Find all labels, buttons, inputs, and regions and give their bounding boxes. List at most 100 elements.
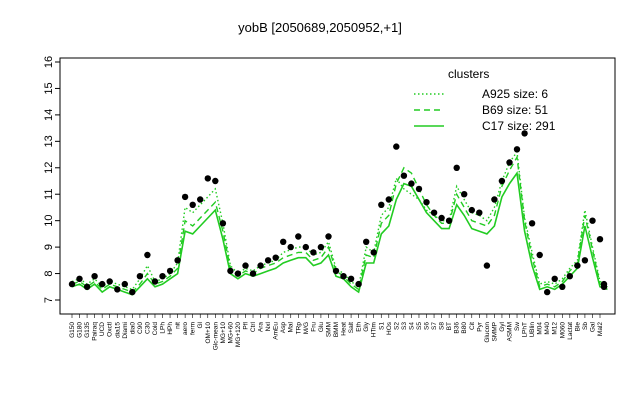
data-point: [378, 201, 385, 208]
x-tick-label: LPh: [160, 322, 167, 334]
x-tick-label: S4: [408, 322, 415, 330]
data-point: [551, 275, 558, 282]
x-tick-label: Lactat: [567, 322, 574, 340]
data-point: [528, 220, 536, 227]
data-point: [393, 143, 400, 150]
y-tick-label: 12: [43, 162, 55, 174]
x-tick-label: ASMM: [506, 322, 513, 342]
y-tick-label: 9: [43, 244, 55, 250]
data-point: [340, 273, 347, 280]
data-point: [566, 273, 573, 280]
data-point: [325, 233, 332, 240]
data-point: [498, 177, 506, 185]
x-axis: G150 G180 G135 Pairaq UCD Oxctl dia15 Diami dia0…: [69, 314, 604, 350]
x-tick-label: G135: [84, 322, 91, 338]
data-point: [76, 275, 83, 282]
data-point: [287, 243, 294, 251]
data-point: [453, 164, 460, 171]
x-tick-label: Glu: [318, 322, 325, 333]
data-point: [197, 196, 204, 203]
data-point: [332, 267, 340, 275]
x-tick-label: Heat: [341, 322, 348, 336]
data-point: [347, 275, 355, 282]
data-point: [272, 254, 279, 261]
data-point: [468, 206, 475, 214]
y-tick-label: 13: [43, 135, 55, 147]
data-point: [363, 238, 370, 245]
x-tick-label: dia0: [129, 322, 136, 335]
data-point: [264, 257, 272, 264]
x-tick-label: C90: [137, 322, 144, 334]
series-line-solid: [71, 170, 608, 296]
legend-label: A925 size: 6: [482, 87, 548, 101]
data-point: [83, 283, 91, 290]
data-point: [317, 243, 325, 251]
x-tick-label: Gly: [363, 321, 370, 332]
data-point: [106, 278, 113, 285]
data-point: [174, 257, 181, 264]
y-tick-label: 14: [43, 109, 55, 121]
x-tick-label: Gal: [589, 321, 596, 332]
x-tick-label: UBlin: [529, 322, 536, 338]
x-tick-label: M/G: [303, 322, 310, 334]
legend-label: C17 size: 291: [482, 119, 556, 133]
y-tick-label: 15: [43, 82, 55, 94]
plot-area: [59, 57, 616, 315]
data-point: [204, 175, 211, 182]
data-point: [114, 286, 121, 293]
data-point: [385, 196, 392, 203]
x-tick-label: BT: [446, 322, 453, 330]
data-point: [544, 288, 551, 296]
x-tick-label: Ara: [258, 322, 265, 333]
x-tick-label: S3: [401, 322, 408, 330]
data-point: [257, 262, 264, 269]
data-point: [445, 217, 453, 224]
x-tick-label: Gl: [197, 321, 204, 328]
x-tick-label: SMMP: [491, 322, 498, 342]
x-tick-label: OM+10: [205, 322, 212, 344]
x-tick-label: MG+120: [235, 322, 242, 347]
y-axis: 7 8 9 10 11 12 13 14 15 16: [43, 56, 60, 303]
x-tick-label: Nxl: [265, 321, 272, 331]
x-tick-label: Pyr: [476, 321, 483, 332]
x-tick-label: Pfl: [242, 321, 249, 329]
x-tick-label: G150: [69, 322, 76, 338]
data-point: [242, 262, 249, 269]
y-tick-label: 16: [43, 56, 55, 68]
data-point: [461, 191, 468, 198]
data-point: [438, 214, 445, 222]
x-tick-label: S7: [431, 322, 438, 330]
x-tick-label: ferm: [190, 322, 197, 335]
data-point: [121, 280, 128, 288]
x-tick-label: aero: [182, 322, 189, 335]
x-tick-label: AmEu: [273, 322, 280, 340]
data-point: [355, 280, 362, 288]
data-point: [144, 251, 151, 259]
x-tick-label: TRp: [295, 322, 302, 335]
data-point: [491, 196, 498, 203]
data-point: [249, 270, 257, 277]
data-point: [181, 193, 189, 201]
data-point: [596, 236, 604, 243]
series-line-dashed: [71, 155, 608, 293]
series-layer: [71, 150, 608, 296]
data-point: [600, 283, 608, 290]
data-point: [189, 201, 196, 208]
y-tick-label: 11: [43, 189, 55, 200]
data-point: [521, 130, 528, 137]
x-tick-label: M40: [544, 322, 551, 335]
x-tick-label: HTim: [371, 322, 378, 337]
data-point: [91, 273, 98, 280]
x-tick-label: MG+10: [220, 322, 227, 344]
data-point: [476, 209, 483, 216]
series-line-dotted: [71, 150, 608, 291]
y-tick-label: 8: [43, 270, 55, 276]
data-point: [574, 262, 581, 269]
x-tick-label: Salt: [348, 322, 355, 333]
x-tick-label: SMM: [325, 322, 332, 337]
points-layer: [68, 130, 608, 296]
data-point: [559, 283, 566, 290]
x-tick-label: dia15: [114, 322, 121, 338]
x-tick-label: Pairaq: [92, 322, 99, 341]
data-point: [99, 280, 106, 288]
